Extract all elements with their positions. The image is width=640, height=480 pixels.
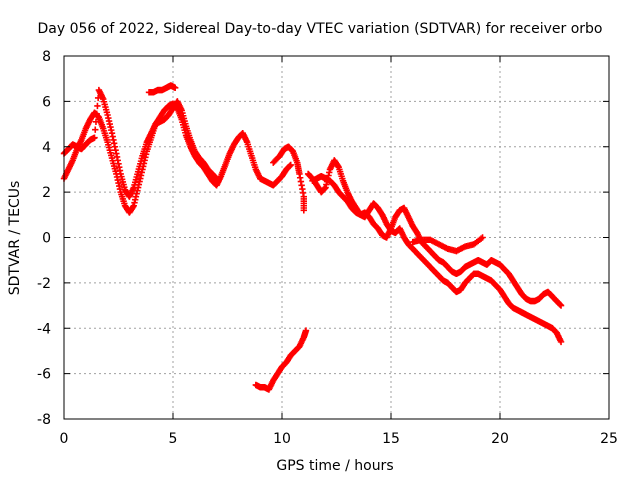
y-tick-label: 4 <box>42 140 51 156</box>
data-point <box>171 84 179 91</box>
x-tick-label: 10 <box>273 431 291 447</box>
chart-title: Day 056 of 2022, Sidereal Day-to-day VTE… <box>38 21 603 37</box>
data-point <box>287 161 294 169</box>
series-trace-f <box>309 173 565 309</box>
y-tick-label: 6 <box>42 94 51 110</box>
x-tick-label: 5 <box>169 431 178 447</box>
y-axis-label: SDTVAR / TECUs <box>7 181 23 296</box>
y-tick-label: -6 <box>37 367 51 383</box>
series-trace-b <box>60 86 220 200</box>
data-point <box>94 102 101 110</box>
x-axis-label: GPS time / hours <box>276 458 393 474</box>
y-tick-label: 2 <box>42 185 51 201</box>
y-tick-label: -2 <box>37 276 51 292</box>
series-trace-g <box>409 234 486 255</box>
series-trace-h <box>252 327 310 393</box>
tick-labels: 0 5 10 15 20 25 -8 -6 -4 -2 0 2 4 6 8 <box>37 49 618 447</box>
series-trace-c <box>145 82 179 96</box>
data-points <box>60 82 565 393</box>
y-tick-label: 8 <box>42 49 51 65</box>
y-tick-label: 0 <box>42 231 51 247</box>
grid <box>64 56 609 419</box>
x-tick-label: 25 <box>600 431 618 447</box>
y-tick-label: -8 <box>37 412 51 428</box>
data-point <box>92 126 99 133</box>
series-trace-d <box>270 143 307 214</box>
data-point <box>93 110 100 118</box>
data-point <box>557 302 565 309</box>
data-point <box>300 207 307 214</box>
y-tick-label: -4 <box>37 321 51 337</box>
data-point <box>91 134 98 141</box>
axis-ticks <box>63 55 610 420</box>
data-point <box>557 338 565 346</box>
x-tick-label: 20 <box>491 431 509 447</box>
data-point <box>479 234 486 241</box>
data-point <box>92 118 100 125</box>
data-point <box>213 175 220 182</box>
x-tick-label: 0 <box>60 431 69 447</box>
data-point <box>302 327 310 334</box>
x-tick-label: 15 <box>382 431 400 447</box>
